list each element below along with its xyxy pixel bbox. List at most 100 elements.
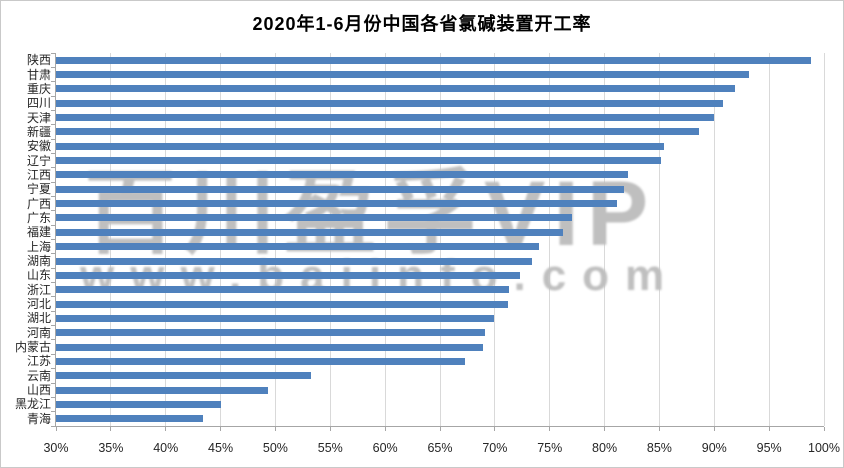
x-axis-tick-label: 50%: [262, 441, 288, 455]
x-axis-tick: [274, 427, 276, 431]
y-axis-label: 宁夏: [26, 182, 51, 197]
gridline: [329, 53, 331, 426]
y-axis-tick: [51, 109, 55, 111]
y-axis-tick: [51, 339, 55, 341]
x-axis-tick: [549, 427, 551, 431]
x-axis-tick-label: 80%: [592, 441, 618, 455]
y-axis-tick: [51, 253, 55, 255]
gridline: [384, 53, 386, 426]
bar-浙江: [56, 286, 510, 294]
y-axis-label: 上海: [26, 239, 51, 254]
x-axis-tick: [384, 427, 386, 431]
gridline: [110, 53, 112, 426]
bar-广东: [56, 214, 572, 222]
x-axis-tick: [823, 427, 825, 431]
y-axis-label: 四川: [26, 96, 51, 111]
y-axis-label: 湖南: [26, 254, 51, 269]
y-axis-label: 新疆: [26, 124, 51, 139]
bar-湖北: [56, 314, 494, 322]
gridline: [165, 53, 167, 426]
bar-福建: [56, 228, 563, 236]
y-axis-label: 辽宁: [26, 153, 51, 168]
x-axis-tick: [220, 427, 222, 431]
y-axis-tick: [51, 368, 55, 370]
y-axis-label: 黑龙江: [14, 397, 51, 412]
bar-广西: [56, 200, 617, 208]
x-axis-tick: [658, 427, 660, 431]
y-axis-tick: [51, 353, 55, 355]
gridline: [823, 53, 825, 426]
y-axis-tick: [51, 310, 55, 312]
bar-河南: [56, 329, 485, 337]
y-axis-label: 内蒙古: [14, 340, 51, 355]
x-axis-tick-label: 100%: [808, 441, 840, 455]
y-axis-label: 青海: [26, 411, 51, 426]
y-axis-label: 浙江: [26, 282, 51, 297]
bar-内蒙古: [56, 343, 483, 351]
y-axis-label: 江苏: [26, 354, 51, 369]
bar-河北: [56, 300, 508, 308]
y-axis-label: 河南: [26, 325, 51, 340]
y-axis-tick: [51, 239, 55, 240]
bar-重庆: [56, 85, 736, 93]
x-axis-tick-label: 30%: [43, 441, 69, 455]
x-axis-tick: [604, 427, 606, 431]
y-axis-tick: [51, 124, 55, 126]
y-axis-label: 安徽: [26, 139, 51, 154]
gridline: [494, 53, 496, 426]
x-axis-tick: [110, 427, 112, 431]
plot-area: 百川盈孚VIP www.baiinfo.com: [56, 53, 825, 426]
y-axis-tick: [51, 382, 55, 384]
chart-title: 2020年1-6月份中国各省氯碱装置开工率: [252, 14, 592, 34]
bar-安徽: [56, 142, 664, 150]
y-axis-tick: [51, 210, 55, 212]
bar-新疆: [56, 128, 699, 136]
bar-天津: [56, 114, 715, 122]
x-axis-tick-label: 65%: [427, 441, 453, 455]
gridline: [658, 53, 660, 426]
gridline: [439, 53, 441, 426]
bar-湖南: [56, 257, 533, 265]
x-axis-tick-label: 75%: [537, 441, 563, 455]
y-axis-label: 山西: [26, 383, 51, 398]
y-axis-tick: [51, 325, 55, 327]
y-axis-label: 山东: [26, 268, 51, 283]
gridline: [713, 53, 715, 426]
y-axis-tick: [51, 296, 55, 298]
bar-上海: [56, 243, 539, 251]
y-axis-label: 江西: [26, 167, 51, 182]
x-axis-tick-label: 55%: [317, 441, 343, 455]
x-axis-line: [52, 426, 824, 427]
x-axis-tick-label: 85%: [646, 441, 672, 455]
x-axis-tick: [439, 427, 441, 431]
bar-黑龙江: [56, 400, 221, 408]
x-axis-tick: [329, 427, 331, 431]
x-axis-tick-label: 45%: [208, 441, 234, 455]
gridline: [604, 53, 606, 426]
x-axis-tick: [165, 427, 167, 431]
y-axis-label: 广西: [26, 196, 51, 211]
y-axis-tick: [51, 181, 55, 183]
bar-四川: [56, 99, 724, 107]
y-axis-label: 天津: [26, 110, 51, 125]
bar-宁夏: [56, 185, 625, 193]
y-axis-tick: [51, 95, 55, 97]
x-axis-tick-label: 95%: [756, 441, 782, 455]
x-axis-tick: [768, 427, 770, 431]
y-axis-label: 福建: [26, 225, 51, 240]
y-axis-label: 重庆: [26, 81, 51, 96]
x-axis-tick-label: 40%: [153, 441, 179, 455]
bar-江西: [56, 171, 628, 179]
y-axis-label: 甘肃: [26, 67, 51, 82]
x-axis-tick: [494, 427, 496, 431]
y-axis-line: [55, 53, 56, 427]
y-axis-label: 云南: [26, 368, 51, 383]
x-axis-tick-label: 35%: [98, 441, 124, 455]
x-axis-tick: [55, 427, 57, 431]
y-axis-tick: [51, 66, 55, 68]
gridline: [768, 53, 770, 426]
gridline: [549, 53, 551, 426]
bar-甘肃: [56, 71, 750, 79]
x-axis-tick-label: 90%: [701, 441, 727, 455]
